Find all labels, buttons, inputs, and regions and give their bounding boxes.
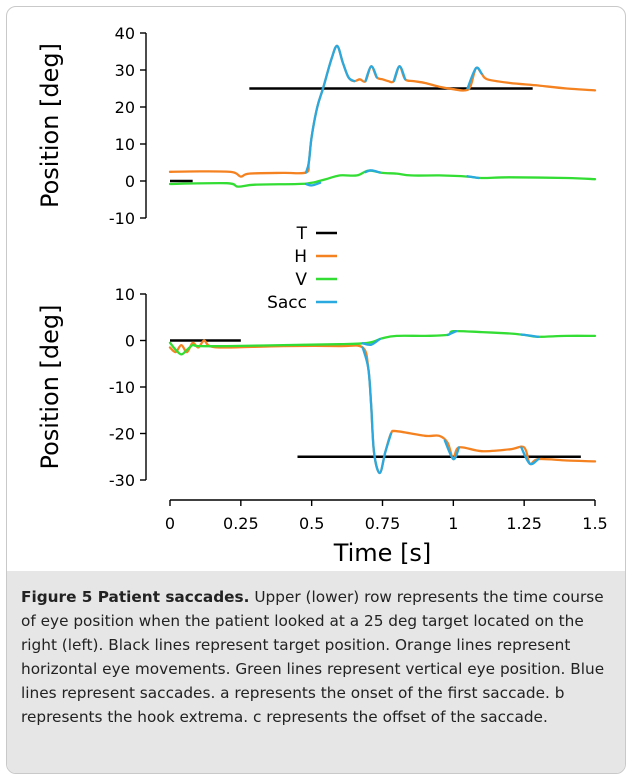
x-axis-label: Time [s] — [333, 539, 432, 567]
series-sacc-line — [361, 337, 381, 346]
x-tick-label: 0 — [165, 514, 175, 533]
series-h-line — [168, 339, 597, 475]
series-sacc-line — [364, 169, 381, 174]
x-tick-label: 1.5 — [582, 514, 607, 533]
series-h-line — [168, 44, 597, 178]
y-tick-label: 0 — [125, 172, 135, 191]
y-tick-label: -10 — [109, 378, 135, 397]
series-sacc-line — [364, 65, 378, 83]
x-tick-label: 0.75 — [365, 514, 401, 533]
chart-panel-lower: 10 0 -10 -20 -30 Position [deg] 0 0.25 0.5 0.75 1 1… — [36, 285, 608, 567]
series-sacc-line — [304, 181, 322, 187]
legend: THV Sacc — [267, 224, 337, 313]
y-tick-label: 30 — [115, 61, 135, 80]
series-sacc-line — [520, 333, 540, 338]
y-tick-label: 10 — [115, 285, 135, 304]
series-sacc-line — [361, 346, 393, 475]
series-v-line — [168, 329, 597, 356]
series-sacc-line — [466, 175, 480, 180]
series-sacc-line — [520, 446, 540, 466]
caption-title: Figure 5 Patient saccades. — [21, 588, 250, 606]
y-tick-label: 40 — [115, 24, 135, 43]
x-tick-label: 1.25 — [506, 514, 542, 533]
y-tick-label: -20 — [109, 425, 135, 444]
chart-panel-upper: 40 30 20 10 0 -10 Position [deg] — [36, 24, 597, 228]
figure-caption: Figure 5 Patient saccades. Upper (lower)… — [7, 571, 625, 773]
series-sacc-line — [466, 66, 483, 90]
y-axis-label: Position [deg] — [36, 43, 64, 208]
x-tick-label: 1 — [448, 514, 458, 533]
legend-label: V — [295, 270, 307, 290]
y-tick-label: 0 — [125, 332, 135, 351]
y-tick-label: -10 — [109, 209, 135, 228]
series-sacc-line — [446, 330, 458, 337]
series-sacc-line — [304, 44, 356, 174]
x-tick-label: 0.25 — [223, 514, 259, 533]
y-axis-label: Position [deg] — [36, 304, 64, 469]
series-sacc-line — [443, 439, 461, 461]
legend-label: Sacc — [267, 293, 307, 313]
y-tick-label: -30 — [109, 471, 135, 490]
legend-label: T — [296, 224, 308, 244]
x-tick-label: 0.5 — [299, 514, 324, 533]
legend-label: H — [294, 247, 307, 267]
y-tick-label: 20 — [115, 98, 135, 117]
caption-text: Upper (lower) row represents the time co… — [21, 588, 605, 726]
series-sacc-line — [392, 65, 407, 83]
y-tick-label: 10 — [115, 135, 135, 154]
